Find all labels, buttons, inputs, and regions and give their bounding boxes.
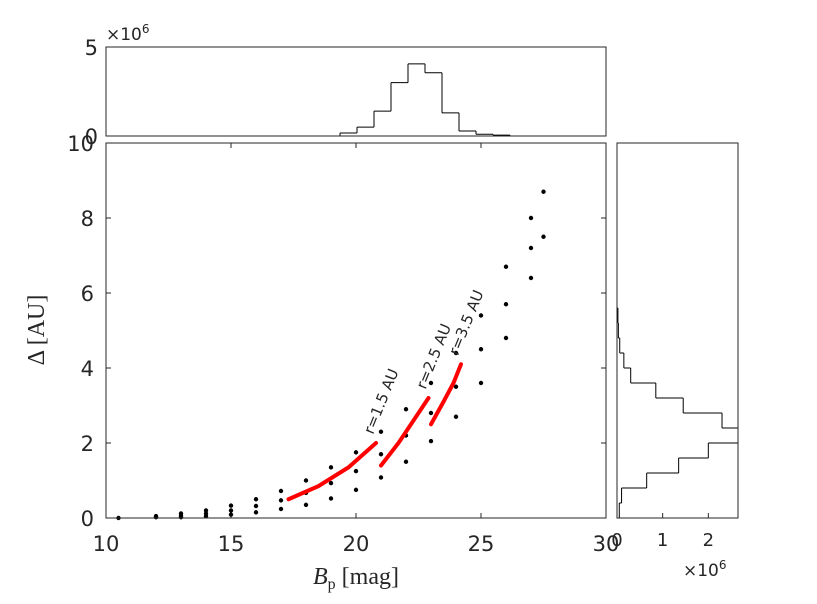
scatter-point	[528, 275, 534, 281]
plot-frame	[105, 142, 607, 519]
x-tick-label: 2	[703, 530, 714, 551]
y-tick-label: 8	[81, 207, 94, 231]
scatter-point	[478, 347, 484, 352]
x-tick-label: 10	[93, 532, 120, 556]
y-tick-label: 10	[67, 132, 94, 156]
scatter-point	[278, 498, 284, 503]
y-tick-label: 4	[81, 357, 94, 381]
x-tick-label: 20	[343, 532, 370, 556]
y-tick-label: 6	[81, 282, 94, 306]
scatter-point	[541, 234, 546, 239]
offset-label: ×106	[683, 558, 727, 581]
offset-base: ×10	[683, 561, 719, 581]
offset-label: ×106	[106, 22, 150, 45]
scatter-point	[428, 410, 434, 416]
scatter-point	[353, 450, 359, 455]
scatter-point	[453, 384, 459, 389]
scatter-point	[203, 513, 209, 519]
radius-curve	[379, 396, 431, 468]
scatter-point	[403, 407, 409, 412]
scatter-point	[528, 245, 534, 251]
scatter-point	[253, 510, 259, 515]
y-tick-label: 5	[85, 36, 98, 60]
scatter-point	[228, 512, 234, 517]
histogram-frame	[616, 142, 739, 519]
y-tick-label: 0	[85, 125, 98, 149]
offset-exponent: 6	[719, 558, 727, 572]
x-tick-label: 30	[593, 532, 620, 556]
y-tick-label: 2	[81, 432, 94, 456]
scatter-point	[353, 468, 359, 474]
radius-curve	[429, 362, 463, 427]
scatter-point	[328, 465, 334, 470]
scatter-point	[228, 508, 234, 513]
scatter-point	[278, 488, 284, 494]
scatter-point	[378, 429, 384, 434]
histogram	[617, 307, 738, 518]
scatter-point	[278, 506, 284, 512]
x-tick-label: 15	[218, 532, 245, 556]
scatter-point	[303, 478, 309, 483]
scatter-point	[428, 380, 434, 386]
scatter-point	[253, 497, 259, 502]
scatter-point	[353, 487, 359, 493]
y-axis-label: Δ [AU]	[24, 295, 50, 366]
scatter-point	[541, 189, 546, 194]
scatter-point	[303, 502, 309, 508]
y-tick-label: 0	[81, 507, 94, 531]
scatter-point	[453, 350, 459, 356]
x-label-unit: [mag]	[342, 564, 399, 590]
scatter-point	[428, 438, 434, 444]
offset-base: ×10	[106, 25, 142, 45]
histogram-frame	[105, 46, 607, 137]
scatter-point	[178, 515, 184, 520]
scatter-point	[403, 459, 409, 464]
scatter-point	[503, 302, 509, 307]
radius-curve	[286, 441, 378, 502]
scatter-point	[253, 503, 259, 509]
scatter-point	[478, 380, 484, 386]
scatter-point	[503, 335, 509, 341]
scatter-point	[328, 496, 334, 501]
x-tick-label: 1	[657, 530, 668, 551]
x-tick-label: 0	[611, 530, 622, 551]
scatter-point	[453, 414, 459, 419]
scatter-point	[528, 215, 534, 221]
scatter-point	[228, 503, 234, 508]
x-axis-label: Bp [mag]	[313, 564, 399, 593]
scatter-point	[503, 264, 509, 269]
scatter-point	[153, 515, 159, 520]
x-label-symbol: B	[313, 564, 328, 590]
scatter-point	[378, 452, 384, 457]
scatter-point	[478, 313, 484, 318]
scatter-point	[328, 480, 334, 486]
x-tick-label: 25	[468, 532, 495, 556]
x-label-subscript: p	[328, 576, 336, 593]
offset-exponent: 6	[142, 22, 150, 36]
scatter-point	[378, 475, 384, 480]
